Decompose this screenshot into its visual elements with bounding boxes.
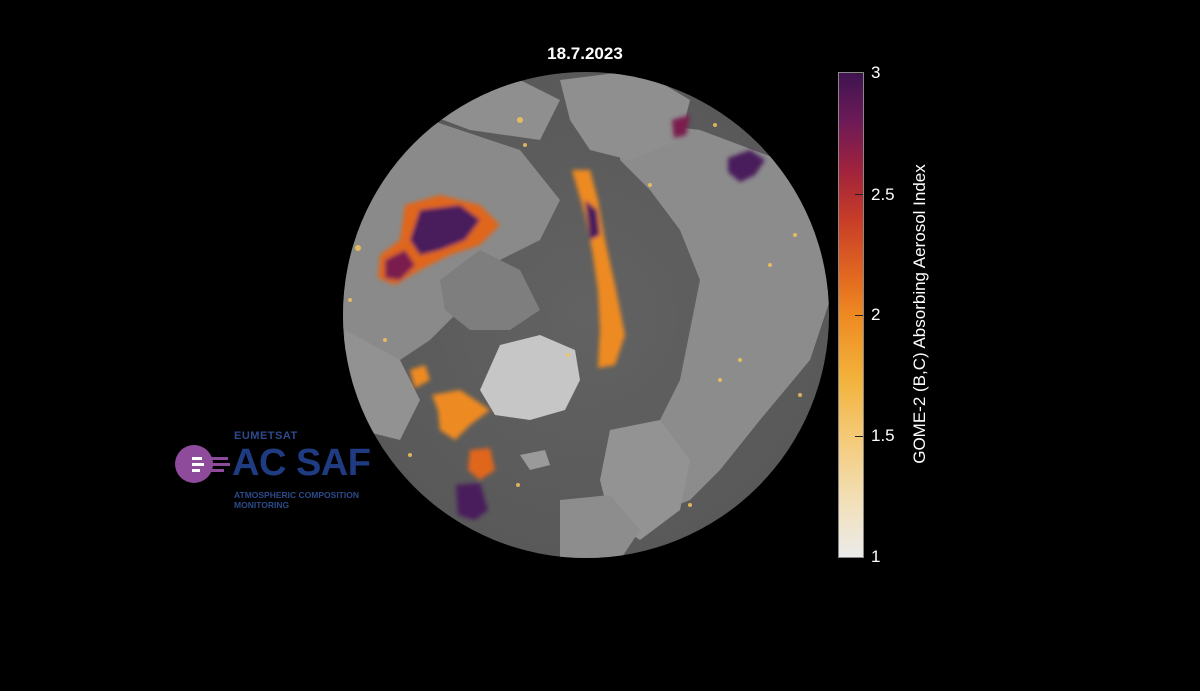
colorbar-tick-mark [855, 436, 863, 437]
colorbar-tick-label: 2 [871, 305, 881, 324]
map-date-title: 18.7.2023 [547, 44, 623, 63]
plume-pacific-band-core [585, 200, 600, 240]
ac-saf-logo-icon [175, 445, 230, 483]
land-eurasia [610, 120, 829, 520]
colorbar-tick-mark [855, 73, 863, 74]
plume-siberia-north [672, 115, 690, 138]
plume-canada-west-mid [385, 250, 415, 280]
plume-hudson [410, 365, 430, 388]
colorbar-tick-mark [855, 315, 863, 316]
colorbar-axis-label: GOME-2 (B,C) Absorbing Aerosol Index [910, 164, 929, 464]
plume-labrador [432, 390, 490, 440]
plume-siberia-east [728, 150, 765, 182]
logo-subtitle: ATMOSPHERIC COMPOSITION MONITORING [234, 490, 374, 510]
plume-atlantic-1 [468, 448, 495, 480]
logo-organization: EUMETSAT [234, 430, 298, 442]
aerosol-speckles [348, 117, 802, 507]
plume-atlantic-2 [456, 483, 488, 520]
logo-name: AC SAF [232, 442, 371, 484]
land-chukotka [560, 72, 690, 160]
colorbar-tick-label: 1.5 [871, 426, 895, 445]
logo-subtitle-line1: ATMOSPHERIC COMPOSITION [234, 490, 359, 500]
land-canadian-archipelago [440, 250, 540, 330]
colorbar-tick-label: 1 [871, 547, 881, 566]
ac-saf-logo: EUMETSAT AC SAF ATMOSPHERIC COMPOSITION … [172, 430, 372, 520]
plume-pacific-band [572, 170, 625, 368]
land-greenland [480, 335, 580, 420]
colorbar-tick-label: 2.5 [871, 185, 895, 204]
aerosol-plumes [378, 115, 765, 520]
land-iceland [520, 450, 550, 470]
land-europe-south [560, 495, 640, 558]
logo-subtitle-line2: MONITORING [234, 500, 290, 511]
plume-canada-west-core [410, 205, 480, 255]
colorbar-tick-mark [855, 194, 863, 195]
colorbar-tick-label: 3 [871, 63, 881, 82]
